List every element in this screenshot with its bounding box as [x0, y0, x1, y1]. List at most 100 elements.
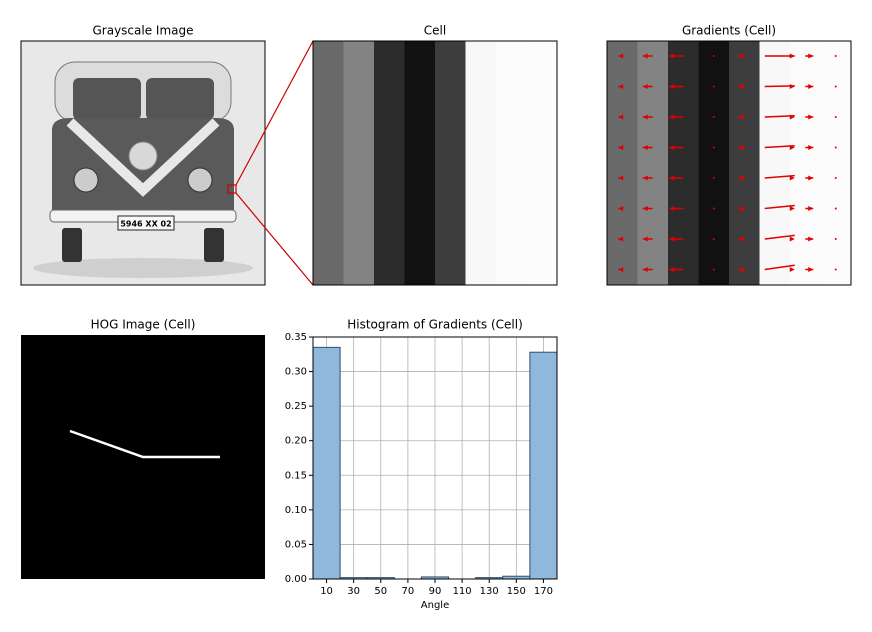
gradient-arrow: [764, 264, 795, 271]
arrow-head: [789, 267, 795, 272]
arrow-head: [789, 114, 795, 120]
arrow-head: [789, 175, 795, 181]
arrow-head: [808, 114, 814, 120]
plate-text: 5946 XX 02: [120, 220, 171, 229]
axes-frame: [312, 336, 558, 580]
cell-stripe: [404, 41, 436, 285]
cell-stripe: [607, 41, 638, 285]
cell-stripe: [374, 41, 405, 285]
y-tick-label: 0.25: [285, 401, 307, 412]
x-tick-label: 170: [534, 586, 553, 597]
arrow-head: [789, 206, 795, 211]
cell-stripe: [343, 41, 375, 285]
arrow-head: [618, 114, 624, 120]
arrow-head: [738, 236, 744, 242]
arrow-head: [618, 175, 624, 181]
axes-frame: [312, 40, 558, 286]
gradient-dot: [834, 55, 837, 57]
arrow-head: [669, 53, 675, 59]
arrow-head: [642, 114, 648, 120]
panel-title: Cell: [424, 24, 446, 38]
cell-stripe: [698, 41, 730, 285]
x-tick-label: 30: [347, 586, 360, 597]
panel-title: Gradients (Cell): [682, 24, 776, 38]
gradient-dot: [712, 116, 715, 118]
panel-title: Grayscale Image: [92, 24, 193, 38]
gradient-dot: [712, 55, 715, 57]
x-tick-label: 70: [402, 586, 415, 597]
cell-stripe: [435, 41, 466, 285]
arrow-head: [669, 267, 675, 272]
arrow-head: [618, 145, 624, 150]
x-tick-label: 90: [429, 586, 442, 597]
y-tick-label: 0.35: [285, 332, 307, 343]
panel-title: HOG Image (Cell): [91, 318, 196, 332]
x-tick-label: 10: [320, 586, 333, 597]
grayscale-image: 5946 XX 02: [20, 40, 266, 286]
gradient-dot: [834, 207, 837, 210]
y-tick-label: 0.15: [285, 470, 307, 481]
gradient-dot: [834, 177, 837, 179]
x-tick-label: 110: [453, 586, 472, 597]
x-tick-label: 50: [374, 586, 387, 597]
gradient-dot: [834, 268, 837, 271]
arrow-head: [738, 114, 744, 120]
cell-image: [313, 41, 558, 285]
arrow-head: [642, 267, 648, 272]
arrow-head: [789, 236, 795, 242]
arrow-head: [789, 53, 795, 59]
cell-stripe: [313, 41, 344, 285]
y-tick-label: 0.05: [285, 539, 307, 550]
arrow-head: [808, 175, 814, 181]
arrow-head: [808, 236, 814, 242]
arrow-head: [808, 206, 814, 211]
bar: [529, 351, 558, 580]
arrow-head: [618, 53, 624, 59]
arrow-head: [642, 175, 648, 181]
gradient-dot: [712, 268, 715, 271]
zoom-line: [235, 192, 314, 286]
gradient-dot: [834, 85, 837, 88]
arrow-head: [789, 84, 795, 89]
histogram: 0.00 0.05 0.10 0.15 0.20 0.25 0.30 0.35 10 30 50 70…: [285, 332, 558, 597]
arrow-head: [808, 145, 814, 150]
arrow-head: [738, 145, 744, 150]
arrow-head: [669, 145, 675, 150]
arrow-head: [669, 114, 675, 120]
gradient-dot: [712, 146, 715, 149]
arrow-head: [642, 236, 648, 242]
arrow-head: [642, 84, 648, 89]
x-tick-label: 150: [507, 586, 526, 597]
gradient-dot: [712, 177, 715, 179]
gradient-dot: [712, 85, 715, 88]
arrow-head: [642, 145, 648, 150]
axes-frame: [606, 40, 852, 286]
zoom-line: [235, 40, 314, 186]
x-tick-label: 130: [480, 586, 499, 597]
arrow-head: [669, 175, 675, 181]
arrow-head: [642, 206, 648, 211]
y-tick-label: 0.30: [285, 367, 307, 378]
cell-stripe: [729, 41, 760, 285]
cell-stripe: [637, 41, 669, 285]
arrow-head: [738, 267, 744, 272]
cell-stripe: [820, 41, 852, 285]
arrow-head: [789, 145, 795, 150]
gradient-dot: [834, 238, 837, 240]
arrow-head: [738, 206, 744, 211]
y-tick-label: 0.00: [285, 574, 307, 585]
y-tick-label: 0.10: [285, 505, 307, 516]
arrow-head: [669, 206, 675, 211]
gradient-dot: [712, 238, 715, 240]
arrow-head: [618, 236, 624, 242]
cell-stripe: [465, 41, 497, 285]
arrow-head: [669, 84, 675, 89]
gradient-dot: [834, 146, 837, 149]
y-tick-label: 0.20: [285, 436, 307, 447]
cell-stripe: [668, 41, 699, 285]
cell-stripe: [790, 41, 821, 285]
arrow-head: [618, 84, 624, 89]
arrow-head: [669, 236, 675, 242]
arrow-head: [808, 84, 814, 89]
